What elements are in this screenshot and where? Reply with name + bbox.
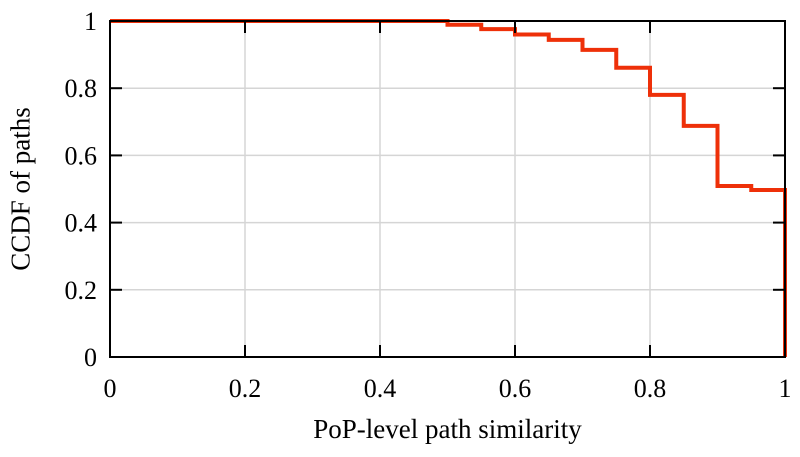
y-tick-label: 0 [84, 343, 97, 372]
y-tick-label: 0.6 [65, 141, 98, 170]
y-tick-label: 0.8 [65, 74, 98, 103]
x-tick-label: 1 [779, 374, 792, 403]
y-tick-label: 0.4 [65, 209, 98, 238]
x-tick-label: 0.2 [229, 374, 262, 403]
x-tick-label: 0.6 [499, 374, 532, 403]
plot-border [109, 20, 786, 358]
ccdf-step-line [110, 19, 787, 357]
x-axis-title: PoP-level path similarity [313, 414, 582, 444]
y-axis-title: CCDF of paths [5, 107, 36, 271]
x-tick-label: 0.4 [364, 374, 397, 403]
y-tick-label: 1 [84, 7, 97, 36]
y-tick-label: 0.2 [65, 276, 98, 305]
x-tick-label: 0.8 [634, 374, 667, 403]
x-tick-label: 0 [104, 374, 117, 403]
